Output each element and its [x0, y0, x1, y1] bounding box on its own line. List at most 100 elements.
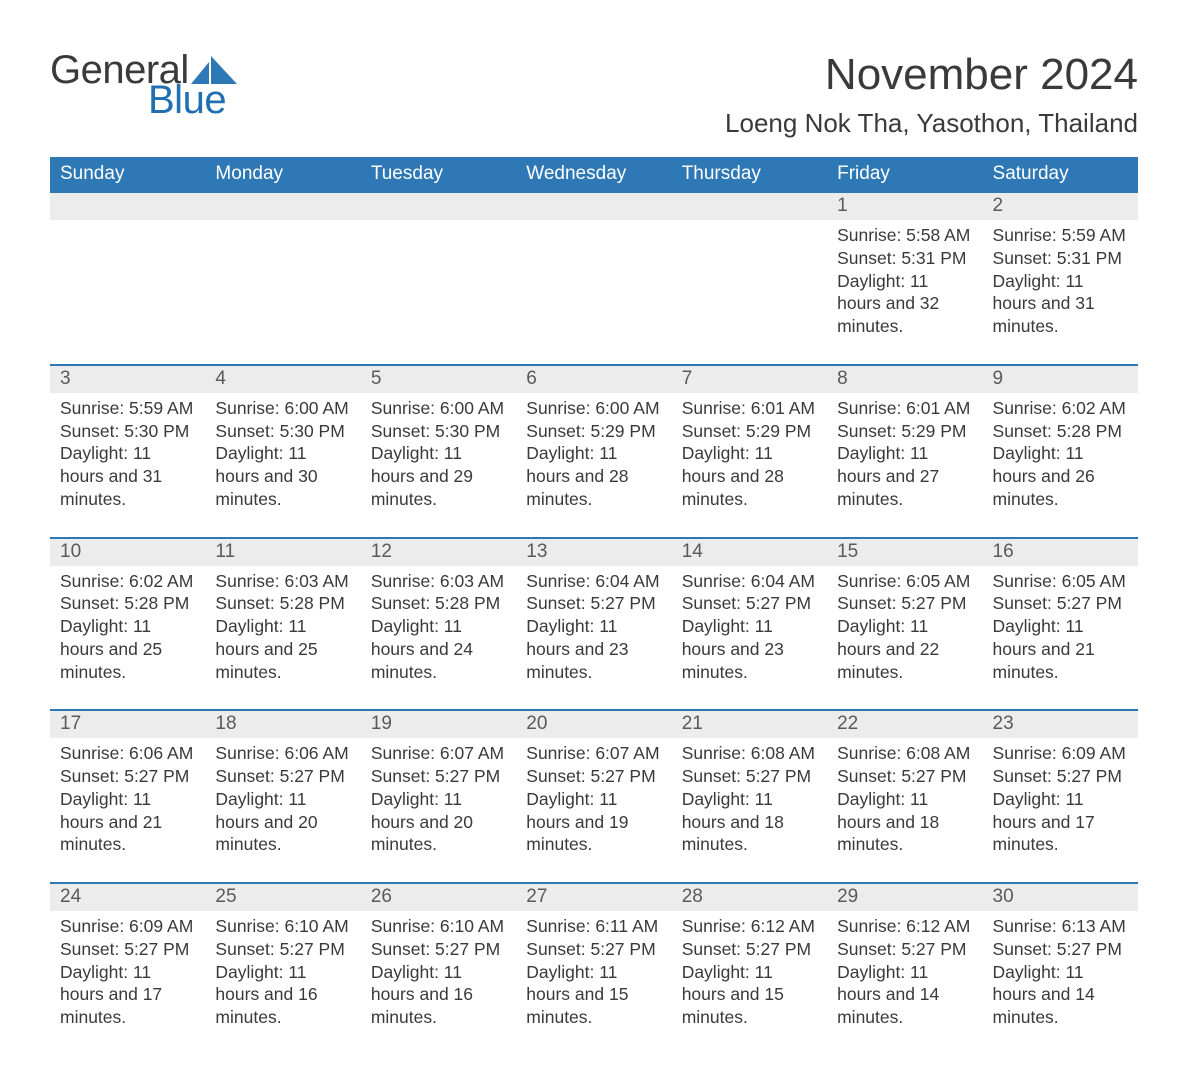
day-number-cell: 6: [516, 365, 671, 393]
day-detail-cell: Sunrise: 6:08 AMSunset: 5:27 PMDaylight:…: [827, 738, 982, 883]
sunrise-line: Sunrise: 6:02 AM: [60, 570, 195, 593]
daylight-line: Daylight: 11 hours and 18 minutes.: [837, 788, 972, 856]
daylight-line: Daylight: 11 hours and 23 minutes.: [526, 615, 661, 683]
day-number-cell: 10: [50, 538, 205, 566]
daylight-line: Daylight: 11 hours and 16 minutes.: [215, 961, 350, 1029]
month-title: November 2024: [725, 50, 1138, 100]
sunrise-line: Sunrise: 6:11 AM: [526, 915, 661, 938]
day-detail-cell: Sunrise: 6:00 AMSunset: 5:30 PMDaylight:…: [361, 393, 516, 538]
calendar-week-detail-row: Sunrise: 6:09 AMSunset: 5:27 PMDaylight:…: [50, 911, 1138, 1037]
daylight-line: Daylight: 11 hours and 22 minutes.: [837, 615, 972, 683]
location-subtitle: Loeng Nok Tha, Yasothon, Thailand: [725, 108, 1138, 139]
generalblue-logo: General Blue: [50, 50, 237, 120]
sunrise-line: Sunrise: 5:59 AM: [60, 397, 195, 420]
day-detail-cell: Sunrise: 6:12 AMSunset: 5:27 PMDaylight:…: [672, 911, 827, 1037]
day-detail-cell: Sunrise: 5:59 AMSunset: 5:31 PMDaylight:…: [983, 220, 1138, 365]
calendar-page: General Blue November 2024 Loeng Nok Tha…: [0, 0, 1188, 1067]
daylight-line: Daylight: 11 hours and 24 minutes.: [371, 615, 506, 683]
day-number-cell: 22: [827, 710, 982, 738]
daylight-line: Daylight: 11 hours and 21 minutes.: [60, 788, 195, 856]
daylight-line: Daylight: 11 hours and 29 minutes.: [371, 442, 506, 510]
sunset-line: Sunset: 5:27 PM: [682, 938, 817, 961]
dayname-friday: Friday: [827, 157, 982, 192]
sunset-line: Sunset: 5:27 PM: [993, 938, 1128, 961]
sunset-line: Sunset: 5:27 PM: [993, 592, 1128, 615]
sunset-line: Sunset: 5:27 PM: [215, 938, 350, 961]
day-number-cell: 11: [205, 538, 360, 566]
calendar-table: Sunday Monday Tuesday Wednesday Thursday…: [50, 157, 1138, 1037]
sunset-line: Sunset: 5:31 PM: [837, 247, 972, 270]
sunrise-line: Sunrise: 6:04 AM: [682, 570, 817, 593]
sunset-line: Sunset: 5:28 PM: [60, 592, 195, 615]
calendar-week-daynum-row: 17181920212223: [50, 710, 1138, 738]
daylight-line: Daylight: 11 hours and 23 minutes.: [682, 615, 817, 683]
day-number-cell: 8: [827, 365, 982, 393]
day-detail-cell: Sunrise: 5:58 AMSunset: 5:31 PMDaylight:…: [827, 220, 982, 365]
day-detail-cell: Sunrise: 6:03 AMSunset: 5:28 PMDaylight:…: [361, 566, 516, 711]
sunrise-line: Sunrise: 6:04 AM: [526, 570, 661, 593]
sunset-line: Sunset: 5:27 PM: [837, 592, 972, 615]
sunset-line: Sunset: 5:27 PM: [682, 765, 817, 788]
calendar-week-detail-row: Sunrise: 6:02 AMSunset: 5:28 PMDaylight:…: [50, 566, 1138, 711]
day-number-cell: 15: [827, 538, 982, 566]
sunset-line: Sunset: 5:27 PM: [371, 765, 506, 788]
sunset-line: Sunset: 5:27 PM: [371, 938, 506, 961]
sunset-line: Sunset: 5:29 PM: [837, 420, 972, 443]
sunset-line: Sunset: 5:31 PM: [993, 247, 1128, 270]
calendar-week-detail-row: Sunrise: 5:58 AMSunset: 5:31 PMDaylight:…: [50, 220, 1138, 365]
dayname-sunday: Sunday: [50, 157, 205, 192]
sunrise-line: Sunrise: 6:08 AM: [682, 742, 817, 765]
sunset-line: Sunset: 5:27 PM: [526, 592, 661, 615]
day-number-cell: 13: [516, 538, 671, 566]
daylight-line: Daylight: 11 hours and 21 minutes.: [993, 615, 1128, 683]
day-detail-cell: Sunrise: 6:04 AMSunset: 5:27 PMDaylight:…: [672, 566, 827, 711]
day-detail-cell: Sunrise: 6:05 AMSunset: 5:27 PMDaylight:…: [983, 566, 1138, 711]
sunrise-line: Sunrise: 6:00 AM: [215, 397, 350, 420]
day-number-cell: 24: [50, 883, 205, 911]
day-number-cell: [361, 192, 516, 220]
sunset-line: Sunset: 5:27 PM: [215, 765, 350, 788]
daylight-line: Daylight: 11 hours and 17 minutes.: [993, 788, 1128, 856]
sunrise-line: Sunrise: 5:59 AM: [993, 224, 1128, 247]
sunset-line: Sunset: 5:28 PM: [215, 592, 350, 615]
day-detail-cell: Sunrise: 6:09 AMSunset: 5:27 PMDaylight:…: [50, 911, 205, 1037]
daylight-line: Daylight: 11 hours and 14 minutes.: [993, 961, 1128, 1029]
daylight-line: Daylight: 11 hours and 32 minutes.: [837, 270, 972, 338]
dayname-saturday: Saturday: [983, 157, 1138, 192]
daylight-line: Daylight: 11 hours and 20 minutes.: [371, 788, 506, 856]
sunrise-line: Sunrise: 6:03 AM: [371, 570, 506, 593]
day-detail-cell: Sunrise: 6:04 AMSunset: 5:27 PMDaylight:…: [516, 566, 671, 711]
sunrise-line: Sunrise: 6:09 AM: [993, 742, 1128, 765]
sunset-line: Sunset: 5:27 PM: [526, 938, 661, 961]
day-number-cell: 9: [983, 365, 1138, 393]
day-detail-cell: Sunrise: 6:01 AMSunset: 5:29 PMDaylight:…: [672, 393, 827, 538]
daylight-line: Daylight: 11 hours and 25 minutes.: [60, 615, 195, 683]
day-number-cell: 28: [672, 883, 827, 911]
calendar-week-daynum-row: 3456789: [50, 365, 1138, 393]
day-detail-cell: [50, 220, 205, 365]
day-detail-cell: Sunrise: 6:07 AMSunset: 5:27 PMDaylight:…: [516, 738, 671, 883]
daylight-line: Daylight: 11 hours and 16 minutes.: [371, 961, 506, 1029]
sunrise-line: Sunrise: 5:58 AM: [837, 224, 972, 247]
sunrise-line: Sunrise: 6:00 AM: [526, 397, 661, 420]
daylight-line: Daylight: 11 hours and 20 minutes.: [215, 788, 350, 856]
day-number-cell: 7: [672, 365, 827, 393]
day-detail-cell: Sunrise: 6:07 AMSunset: 5:27 PMDaylight:…: [361, 738, 516, 883]
sunrise-line: Sunrise: 6:01 AM: [837, 397, 972, 420]
calendar-week-daynum-row: 24252627282930: [50, 883, 1138, 911]
calendar-header-row: Sunday Monday Tuesday Wednesday Thursday…: [50, 157, 1138, 192]
sunrise-line: Sunrise: 6:10 AM: [215, 915, 350, 938]
sunrise-line: Sunrise: 6:13 AM: [993, 915, 1128, 938]
daylight-line: Daylight: 11 hours and 15 minutes.: [682, 961, 817, 1029]
day-detail-cell: Sunrise: 6:02 AMSunset: 5:28 PMDaylight:…: [983, 393, 1138, 538]
daylight-line: Daylight: 11 hours and 14 minutes.: [837, 961, 972, 1029]
daylight-line: Daylight: 11 hours and 25 minutes.: [215, 615, 350, 683]
sunrise-line: Sunrise: 6:09 AM: [60, 915, 195, 938]
day-number-cell: [50, 192, 205, 220]
sunset-line: Sunset: 5:28 PM: [993, 420, 1128, 443]
day-detail-cell: Sunrise: 6:11 AMSunset: 5:27 PMDaylight:…: [516, 911, 671, 1037]
day-detail-cell: Sunrise: 6:06 AMSunset: 5:27 PMDaylight:…: [205, 738, 360, 883]
day-number-cell: 25: [205, 883, 360, 911]
day-number-cell: 1: [827, 192, 982, 220]
sunset-line: Sunset: 5:27 PM: [526, 765, 661, 788]
